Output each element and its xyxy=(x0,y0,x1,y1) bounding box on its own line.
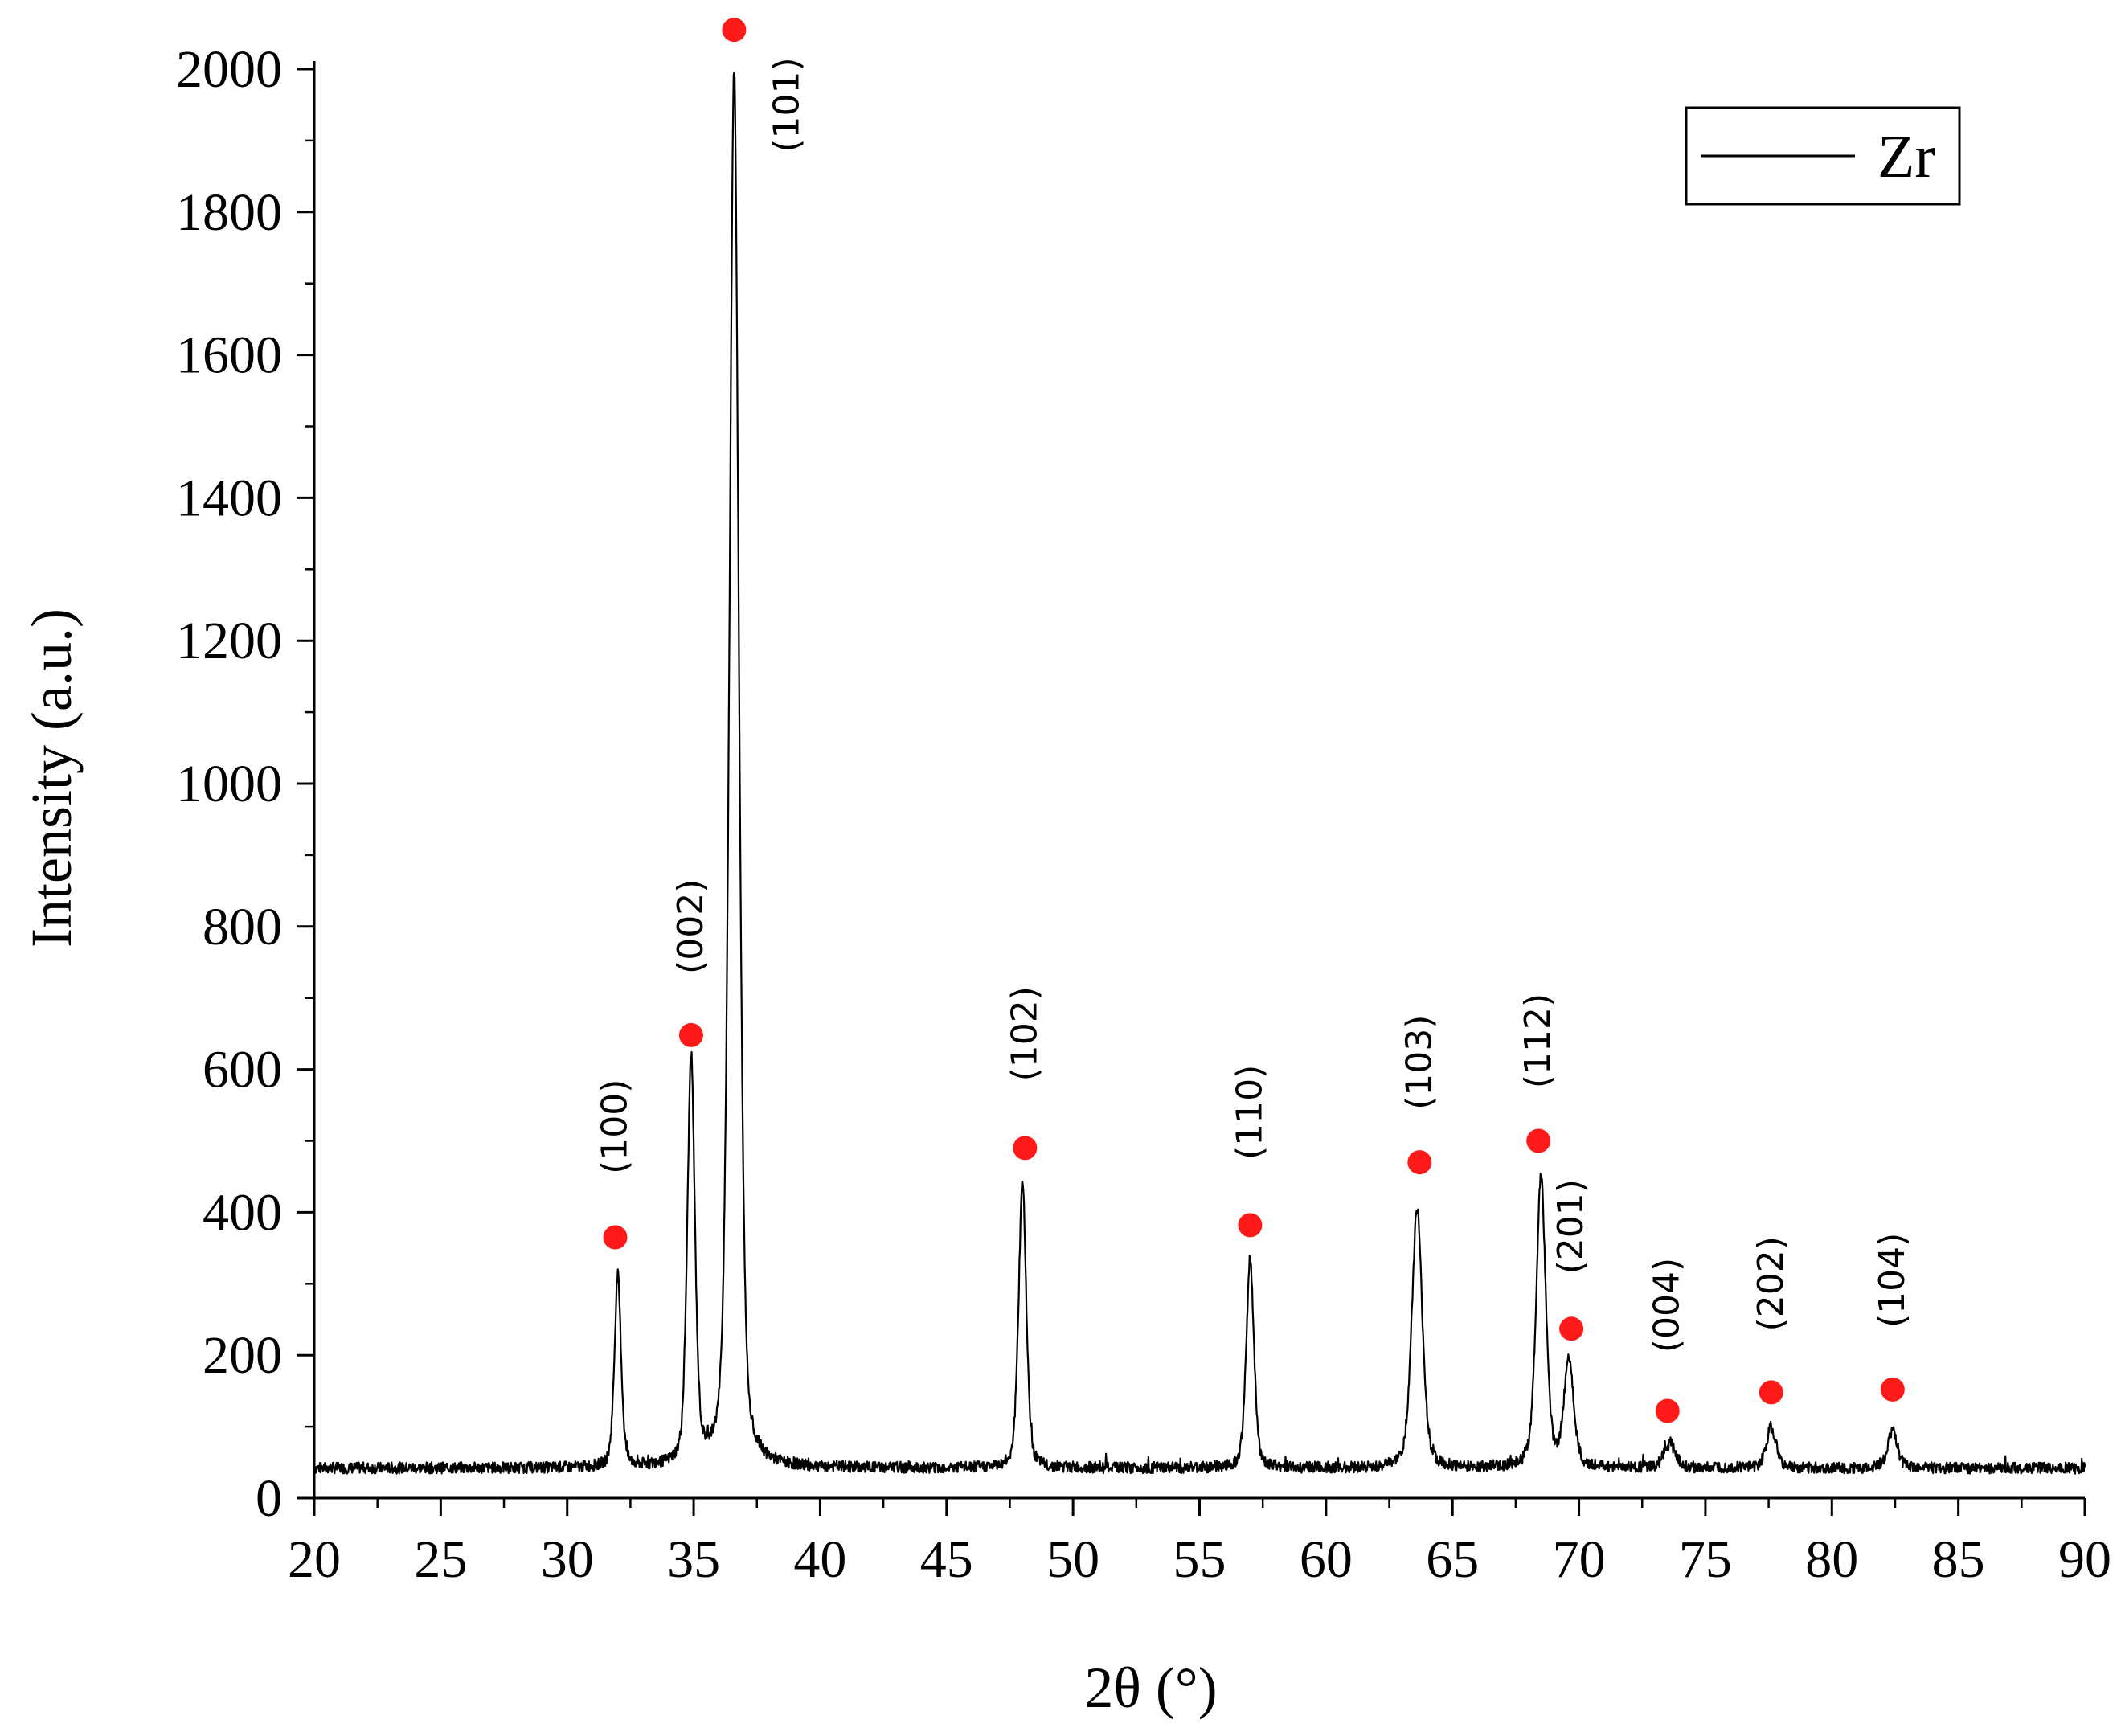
y-tick-label: 1000 xyxy=(176,755,282,813)
y-tick-label: 600 xyxy=(203,1041,282,1099)
y-tick-label: 2000 xyxy=(176,40,282,99)
x-tick-label: 50 xyxy=(1046,1530,1099,1589)
peak-label: (202) xyxy=(1750,1236,1791,1331)
peak-marker xyxy=(1880,1377,1905,1402)
peak-label: (110) xyxy=(1229,1065,1270,1160)
peak-marker xyxy=(1526,1128,1551,1153)
x-tick-label: 65 xyxy=(1426,1530,1479,1589)
series-line-zr xyxy=(313,72,2086,1475)
peak-marker xyxy=(1013,1136,1038,1161)
x-tick-label: 20 xyxy=(288,1530,341,1589)
peak-label: (103) xyxy=(1398,1015,1439,1110)
peak-label: (004) xyxy=(1647,1258,1688,1353)
peak-label: (102) xyxy=(1004,986,1045,1081)
peak-marker xyxy=(1238,1213,1263,1238)
peak-label: (112) xyxy=(1517,993,1558,1088)
x-tick-label: 25 xyxy=(414,1530,467,1589)
x-tick-label: 75 xyxy=(1679,1530,1732,1589)
peak-label: (104) xyxy=(1872,1233,1913,1328)
peak-marker xyxy=(603,1225,628,1250)
peak-label: (201) xyxy=(1550,1179,1591,1274)
y-tick-label: 800 xyxy=(203,898,282,956)
x-tick-label: 85 xyxy=(1932,1530,1985,1589)
y-tick-label: 400 xyxy=(203,1183,282,1242)
peak-label: (002) xyxy=(670,879,711,974)
x-tick-label: 35 xyxy=(667,1530,720,1589)
peak-marker xyxy=(1407,1150,1432,1175)
peak-label: (100) xyxy=(595,1079,636,1174)
x-axis-title: 2θ (°) xyxy=(1084,1656,1217,1720)
x-tick-label: 80 xyxy=(1805,1530,1858,1589)
y-tick-label: 0 xyxy=(256,1469,282,1528)
x-tick-label: 90 xyxy=(2058,1530,2111,1589)
peak-marker xyxy=(722,18,747,43)
y-axis-ticks: 0 200 400 600 800 1000 1200 1400 1600 1800 2000 xyxy=(176,40,314,1528)
x-tick-label: 55 xyxy=(1173,1530,1226,1589)
x-tick-label: 45 xyxy=(920,1530,973,1589)
y-tick-label: 1600 xyxy=(176,326,282,385)
y-tick-label: 200 xyxy=(203,1326,282,1385)
peak-marker xyxy=(1655,1398,1680,1423)
peak-marker xyxy=(1559,1316,1584,1341)
y-axis-title: Intensity (a.u.) xyxy=(19,608,84,948)
axes xyxy=(313,61,2085,1500)
y-tick-label: 1800 xyxy=(176,183,282,242)
x-axis-ticks: 20 25 30 35 40 45 50 55 60 65 70 75 80 85 90 xyxy=(288,1498,2111,1589)
legend-label-zr: Zr xyxy=(1877,123,1935,190)
peak-annotations: (100) (002) (101) (102) (110) (103) (112) (201)… xyxy=(595,18,1913,1423)
y-tick-label: 1200 xyxy=(176,612,282,670)
y-tick-label: 1400 xyxy=(176,469,282,527)
peak-label: (101) xyxy=(766,57,807,152)
peak-marker xyxy=(1759,1380,1783,1405)
legend: Zr xyxy=(1685,106,1961,206)
peak-marker xyxy=(678,1022,703,1047)
x-tick-label: 60 xyxy=(1300,1530,1353,1589)
x-tick-label: 30 xyxy=(541,1530,594,1589)
x-tick-label: 40 xyxy=(793,1530,846,1589)
x-tick-label: 70 xyxy=(1553,1530,1606,1589)
